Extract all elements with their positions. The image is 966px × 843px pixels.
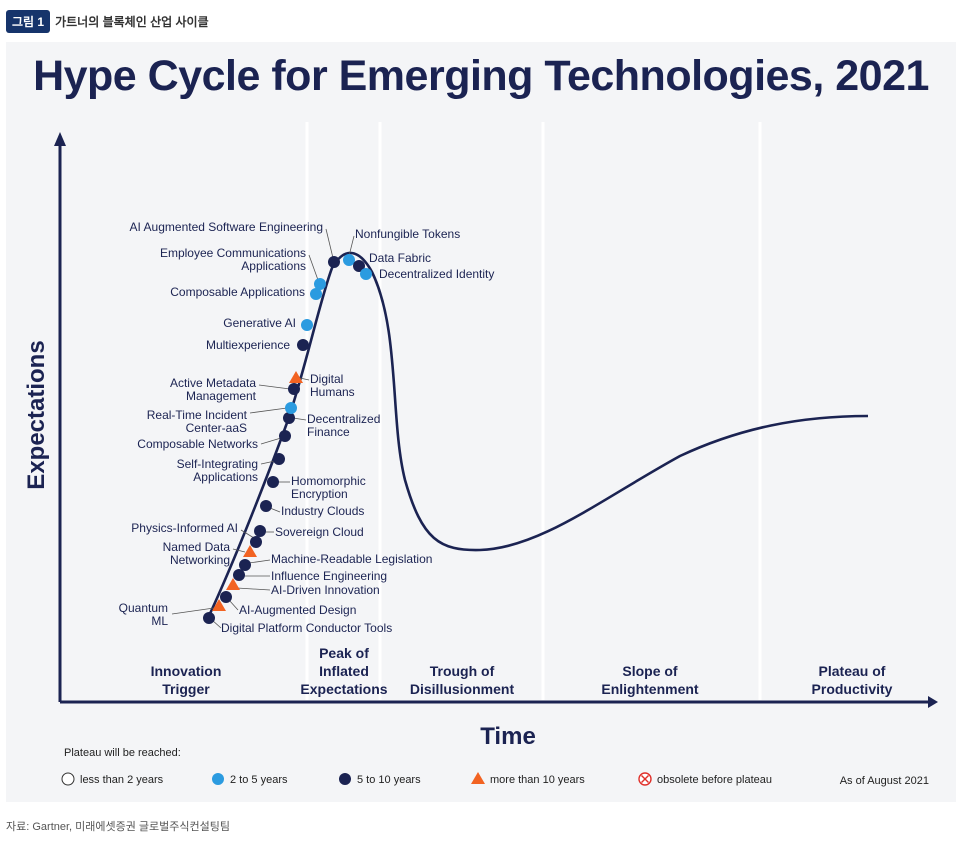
marker-employee-communications-applications xyxy=(314,278,326,290)
leader-nonfungible-tokens xyxy=(348,235,355,257)
leader-employee-communications-applications xyxy=(308,254,319,281)
leader-composable-networks xyxy=(260,437,282,445)
marker-generative-ai xyxy=(301,319,313,331)
label-physics-informed-ai: Physics-Informed AI xyxy=(131,521,238,535)
marker-active-metadata-management xyxy=(288,383,300,395)
label-decentralized-finance: Decentralized Finance xyxy=(307,412,380,439)
leader-real-time-incident-center-aas xyxy=(249,407,288,414)
label-data-fabric: Data Fabric xyxy=(369,251,431,265)
marker-decentralized-finance xyxy=(283,412,295,424)
marker-multiexperience xyxy=(297,339,309,351)
label-ai-augmented-design: AI-Augmented Design xyxy=(239,603,356,617)
label-self-integrating-applications: Self-Integrating Applications xyxy=(177,457,258,484)
marker-composable-applications xyxy=(310,288,322,300)
label-industry-clouds: Industry Clouds xyxy=(281,504,364,518)
label-digital-humans: Digital Humans xyxy=(310,372,355,399)
marker-nonfungible-tokens xyxy=(343,254,355,266)
label-composable-networks: Composable Networks xyxy=(137,437,258,451)
marker-sovereign-cloud xyxy=(254,525,266,537)
legend-label-4: more than 10 years xyxy=(490,774,585,786)
figure-badge: 그림 1 xyxy=(6,9,51,33)
marker-homomorphic-encryption xyxy=(267,476,279,488)
legend-marker-4 xyxy=(471,772,485,784)
legend-marker-1 xyxy=(61,772,75,786)
leader-quantum-ml xyxy=(171,607,215,615)
phase-label-4: Slope of Enlightenment xyxy=(601,663,699,697)
marker-digital-humans xyxy=(289,371,303,383)
marker-digital-platform-conductor-tools xyxy=(203,612,215,624)
chart-panel: Hype Cycle for Emerging Technologies, 20… xyxy=(6,42,956,802)
marker-machine-readable-legislation xyxy=(239,559,251,571)
label-sovereign-cloud: Sovereign Cloud xyxy=(275,525,364,539)
label-active-metadata-management: Active Metadata Management xyxy=(170,376,257,403)
label-composable-applications: Composable Applications xyxy=(170,285,305,299)
leader-digital-humans xyxy=(299,377,310,381)
legend-title: Plateau will be reached: xyxy=(64,747,181,759)
leader-named-data-networking xyxy=(232,548,246,553)
marker-ai-augmented-design xyxy=(220,591,232,603)
label-multiexperience: Multiexperience xyxy=(206,338,290,352)
label-ai-augmented-software-engineering: AI Augmented Software Engineering xyxy=(130,220,323,234)
leader-self-integrating-applications xyxy=(260,460,276,465)
marker-ai-augmented-software-engineering xyxy=(328,256,340,268)
figure-caption: 가트너의 블록체인 산업 사이클 xyxy=(55,14,209,29)
legend-label-2: 2 to 5 years xyxy=(230,774,288,786)
label-ai-driven-innovation: AI-Driven Innovation xyxy=(271,583,380,597)
y-axis-label: Expectations xyxy=(23,340,50,489)
leader-ai-augmented-design xyxy=(228,599,239,611)
label-decentralized-identity: Decentralized Identity xyxy=(379,267,494,281)
label-real-time-incident-center-aas: Real-Time Incident Center-aaS xyxy=(147,408,248,435)
leader-industry-clouds xyxy=(269,507,281,513)
marker-industry-clouds xyxy=(260,500,272,512)
source-note: 자료: Gartner, 미래에셋증권 글로벌주식컨설팅팀 xyxy=(6,821,231,833)
figure-header: 그림 1 가트너의 블록체인 산업 사이클 xyxy=(6,9,209,33)
legend-label-3: 5 to 10 years xyxy=(357,774,421,786)
label-quantum-ml: Quantum ML xyxy=(119,601,169,628)
x-axis-label: Time xyxy=(480,723,536,750)
label-named-data-networking: Named Data Networking xyxy=(163,540,231,567)
marker-physics-informed-ai xyxy=(250,536,262,548)
leader-machine-readable-legislation xyxy=(248,559,271,564)
legend-marker-3 xyxy=(339,773,351,785)
marker-ai-driven-innovation xyxy=(226,578,240,590)
marker-influence-engineering xyxy=(233,569,245,581)
phase-label-5: Plateau of Productivity xyxy=(812,663,893,697)
phase-label-1: Innovation Trigger xyxy=(151,663,222,697)
legend-label-1: less than 2 years xyxy=(80,774,164,786)
as-of-note: As of August 2021 xyxy=(840,775,929,787)
legend-marker-5 xyxy=(638,772,652,786)
leader-ai-driven-innovation xyxy=(236,587,271,591)
label-nonfungible-tokens: Nonfungible Tokens xyxy=(355,227,460,241)
y-axis-arrow xyxy=(54,132,66,146)
label-employee-communications-applications: Employee Communications Applications xyxy=(160,246,306,273)
marker-named-data-networking xyxy=(243,545,257,557)
x-axis-arrow xyxy=(928,696,938,708)
leader-active-metadata-management xyxy=(258,384,291,390)
marker-real-time-incident-center-aas xyxy=(285,402,297,414)
label-machine-readable-legislation: Machine-Readable Legislation xyxy=(271,552,432,566)
phase-label-2: Peak of Inflated Expectations xyxy=(300,645,387,697)
chart-title: Hype Cycle for Emerging Technologies, 20… xyxy=(33,52,929,100)
label-digital-platform-conductor-tools: Digital Platform Conductor Tools xyxy=(221,621,392,635)
marker-data-fabric xyxy=(353,260,365,272)
phase-label-3: Trough of Disillusionment xyxy=(410,663,515,697)
marker-decentralized-identity xyxy=(360,268,372,280)
marker-quantum-ml xyxy=(212,599,226,611)
marker-self-integrating-applications xyxy=(273,453,285,465)
label-homomorphic-encryption: Homomorphic Encryption xyxy=(291,474,366,501)
legend-marker-2 xyxy=(212,773,224,785)
leader-ai-augmented-software-engineering xyxy=(325,228,334,259)
label-generative-ai: Generative AI xyxy=(223,316,296,330)
label-influence-engineering: Influence Engineering xyxy=(271,569,387,583)
leader-decentralized-finance xyxy=(292,417,307,421)
marker-composable-networks xyxy=(279,430,291,442)
legend-label-5: obsolete before plateau xyxy=(657,774,772,786)
leader-physics-informed-ai xyxy=(240,529,255,539)
